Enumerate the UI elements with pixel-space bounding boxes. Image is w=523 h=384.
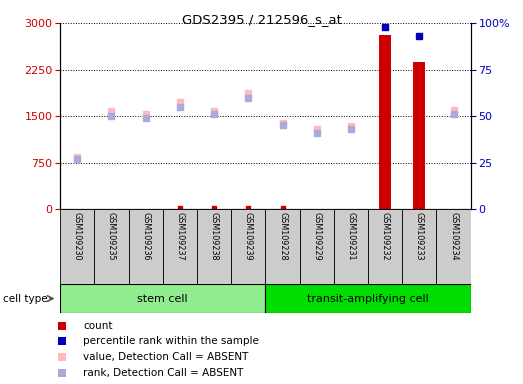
Bar [60,284,265,313]
Text: GSM109235: GSM109235 [107,212,116,260]
Text: GSM109231: GSM109231 [346,212,356,260]
Text: stem cell: stem cell [138,293,188,304]
Bar [413,61,425,209]
Text: GDS2395 / 212596_s_at: GDS2395 / 212596_s_at [181,13,342,26]
Text: GSM109233: GSM109233 [415,212,424,260]
Bar [129,209,163,284]
Bar [402,209,437,284]
Text: cell type: cell type [3,293,47,304]
Bar [368,209,402,284]
Bar [266,209,300,284]
Text: GSM109234: GSM109234 [449,212,458,260]
Text: percentile rank within the sample: percentile rank within the sample [83,336,259,346]
Text: transit-amplifying cell: transit-amplifying cell [307,293,429,304]
Text: GSM109237: GSM109237 [175,212,185,260]
Bar [163,209,197,284]
Bar [437,209,471,284]
Bar [266,284,471,313]
Bar [197,209,231,284]
Bar [334,209,368,284]
Bar [60,209,94,284]
Text: GSM109230: GSM109230 [73,212,82,260]
Bar [300,209,334,284]
Bar [379,35,391,209]
Text: GSM109236: GSM109236 [141,212,150,260]
Bar [231,209,266,284]
Text: value, Detection Call = ABSENT: value, Detection Call = ABSENT [83,352,249,362]
Text: GSM109239: GSM109239 [244,212,253,260]
Text: GSM109232: GSM109232 [381,212,390,260]
Text: GSM109229: GSM109229 [312,212,321,260]
Bar [94,209,129,284]
Text: GSM109238: GSM109238 [210,212,219,260]
Text: rank, Detection Call = ABSENT: rank, Detection Call = ABSENT [83,368,244,378]
Text: count: count [83,321,113,331]
Text: GSM109228: GSM109228 [278,212,287,260]
